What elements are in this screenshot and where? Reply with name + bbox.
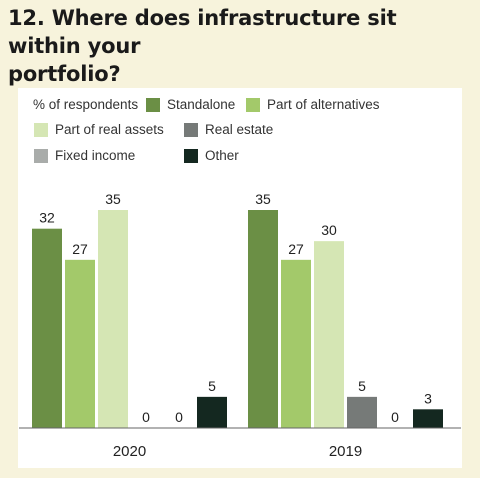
bar-other-2019 <box>413 409 443 428</box>
legend-item-part-of-real-assets: Part of real assets <box>34 122 164 137</box>
chart-title: 12. Where does infrastructure sit within… <box>8 4 474 88</box>
legend-swatch-real-estate <box>184 122 198 137</box>
value-label-standalone-2019: 35 <box>255 191 271 207</box>
value-label-part-of-real-assets-2019: 30 <box>321 222 337 238</box>
value-label-part-of-alternatives-2019: 27 <box>288 241 304 257</box>
legend-label-standalone: Standalone <box>167 97 236 112</box>
bar-part-of-real-assets-2019 <box>314 241 344 428</box>
legend-item-fixed-income: Fixed income <box>34 148 135 163</box>
legend-swatch-other <box>184 148 198 163</box>
legend-swatch-part-of-real-assets <box>34 122 48 137</box>
chart-title-line-2: portfolio? <box>8 62 121 86</box>
legend-label-other: Other <box>205 148 239 163</box>
category-label-2020: 2020 <box>113 443 146 460</box>
legend-swatch-standalone <box>146 97 160 112</box>
legend-label-real-estate: Real estate <box>205 122 274 137</box>
legend-item-part-of-alternatives: Part of alternatives <box>246 97 380 112</box>
legend-label-part-of-real-assets: Part of real assets <box>55 122 164 137</box>
legend-swatch-part-of-alternatives <box>246 97 260 112</box>
value-label-other-2020: 5 <box>208 378 216 394</box>
bar-part-of-real-assets-2020 <box>98 210 128 428</box>
bar-real-estate-2019 <box>347 396 377 428</box>
value-label-standalone-2020: 32 <box>39 210 55 226</box>
value-label-part-of-alternatives-2020: 27 <box>72 241 88 257</box>
value-label-real-estate-2020: 0 <box>142 409 150 425</box>
bar-part-of-alternatives-2020 <box>65 259 95 428</box>
category-label-2019: 2019 <box>329 443 362 460</box>
value-label-other-2019: 3 <box>424 390 432 406</box>
bar-standalone-2020 <box>32 228 62 428</box>
legend-item-standalone: Standalone <box>146 97 235 112</box>
legend-item-real-estate: Real estate <box>184 122 273 137</box>
bar-part-of-alternatives-2019 <box>281 259 311 428</box>
bar-other-2020 <box>197 396 227 428</box>
legend-item-other: Other <box>184 148 239 163</box>
chart-title-line-1: 12. Where does infrastructure sit within… <box>8 6 397 58</box>
legend-label-fixed-income: Fixed income <box>55 148 136 163</box>
y-axis-label: % of respondents <box>33 97 139 112</box>
legend-label-part-of-alternatives: Part of alternatives <box>267 97 380 112</box>
value-label-fixed-income-2020: 0 <box>175 409 183 425</box>
bar-standalone-2019 <box>248 210 278 428</box>
value-label-fixed-income-2019: 0 <box>391 409 399 425</box>
value-label-real-estate-2019: 5 <box>358 378 366 394</box>
value-label-part-of-real-assets-2020: 35 <box>105 191 121 207</box>
legend-swatch-fixed-income <box>34 148 48 163</box>
